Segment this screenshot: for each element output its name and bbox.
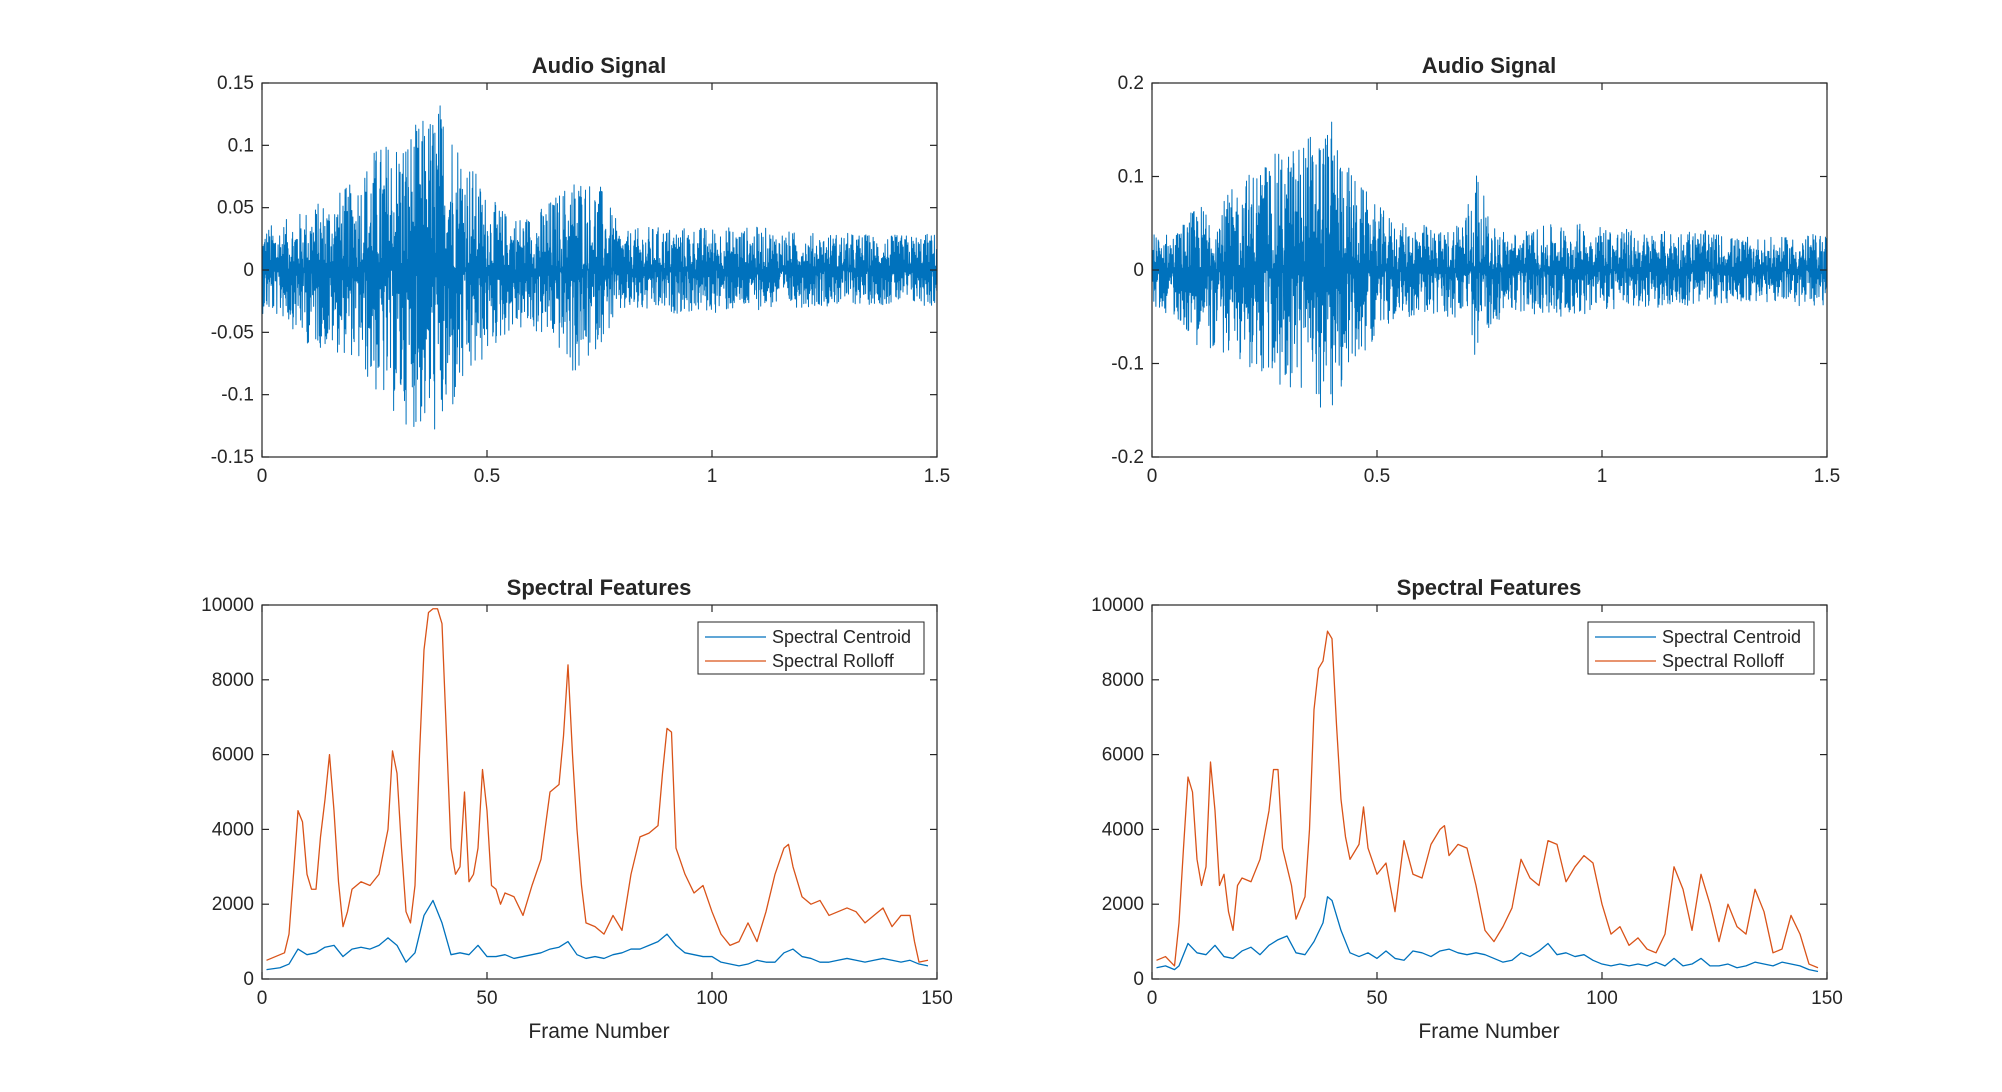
y-tick-label: 10000	[1091, 595, 1144, 616]
x-axis-label: Frame Number	[528, 1020, 669, 1043]
plot-area	[262, 105, 937, 430]
x-tick-label: 100	[1586, 988, 1618, 1009]
plot-area	[266, 608, 929, 971]
legend: Spectral Centroid Spectral Rolloff	[697, 621, 925, 675]
y-tick-label: 4000	[1102, 819, 1144, 840]
y-tick-label: 0.1	[228, 135, 254, 156]
x-tick-label: 1	[707, 466, 718, 487]
legend-box	[697, 621, 925, 675]
y-tick-label: 0.15	[217, 73, 254, 94]
y-tick-label: -0.05	[211, 322, 254, 343]
x-tick-label: 50	[1366, 988, 1387, 1009]
y-tick-label: -0.2	[1111, 447, 1144, 468]
x-axis-label: Frame Number	[1418, 1020, 1559, 1043]
chart-title: Spectral Features	[507, 575, 692, 600]
series-line-spectral-rolloff	[266, 608, 929, 963]
y-tick-label: 4000	[212, 819, 254, 840]
y-tick-label: 8000	[1102, 670, 1144, 691]
y-tick-label: -0.1	[1111, 354, 1144, 375]
legend: Spectral Centroid Spectral Rolloff	[1587, 621, 1815, 675]
series-line-spectral-rolloff	[1156, 630, 1819, 969]
series-line-signal	[1152, 121, 1827, 408]
spectral-features-chart-2: Spectral Features Frame Number 0 50 100 150…	[1091, 575, 1843, 1043]
y-tick-label: 0.1	[1118, 167, 1144, 188]
series-line-spectral-centroid	[1156, 896, 1819, 973]
x-tick-label: 150	[1811, 988, 1843, 1009]
x-tick-label: 0	[257, 466, 268, 487]
y-tick-label: 10000	[201, 595, 254, 616]
y-tick-label: 0	[1133, 969, 1144, 990]
y-tick-label: 2000	[1102, 894, 1144, 915]
x-tick-label: 0	[257, 988, 268, 1009]
y-tick-label: 6000	[212, 745, 254, 766]
y-tick-label: -0.15	[211, 447, 254, 468]
x-tick-label: 1.5	[924, 466, 950, 487]
legend-label: Spectral Rolloff	[1662, 651, 1785, 671]
plot-area	[1156, 630, 1819, 973]
x-tick-label: 100	[696, 988, 728, 1009]
chart-title: Spectral Features	[1397, 575, 1582, 600]
x-tick-label: 0.5	[474, 466, 500, 487]
x-tick-label: 150	[921, 988, 953, 1009]
x-tick-label: 0	[1147, 988, 1158, 1009]
axes-box	[261, 604, 938, 980]
audio-signal-chart-1: Audio Signal 0 0.5 1 1.5 -0.15 -0.1 -0.05 0 0.05…	[211, 53, 951, 487]
y-tick-label: 0	[1133, 260, 1144, 281]
y-tick-label: 8000	[212, 670, 254, 691]
axes-box	[1151, 604, 1828, 980]
y-tick-label: 0	[243, 969, 254, 990]
legend-label: Spectral Centroid	[1662, 627, 1801, 647]
x-tick-label: 0.5	[1364, 466, 1390, 487]
y-tick-label: -0.1	[221, 385, 254, 406]
y-tick-label: 0.05	[217, 198, 254, 219]
audio-signal-chart-2: Audio Signal 0 0.5 1 1.5 -0.2 -0.1 0 0.1 0.2	[1111, 53, 1840, 487]
y-tick-label: 2000	[212, 894, 254, 915]
chart-title: Audio Signal	[1422, 53, 1556, 78]
legend-label: Spectral Centroid	[772, 627, 911, 647]
series-line-signal	[262, 105, 937, 430]
y-tick-label: 0	[243, 260, 254, 281]
legend-label: Spectral Rolloff	[772, 651, 895, 671]
x-tick-label: 1	[1597, 466, 1608, 487]
series-line-spectral-centroid	[266, 899, 929, 971]
spectral-features-chart-1: Spectral Features Frame Number 0 50 100 150…	[201, 575, 953, 1043]
x-tick-label: 0	[1147, 466, 1158, 487]
chart-title: Audio Signal	[532, 53, 666, 78]
x-tick-label: 1.5	[1814, 466, 1840, 487]
x-tick-label: 50	[476, 988, 497, 1009]
y-tick-label: 6000	[1102, 745, 1144, 766]
plot-area	[1152, 121, 1827, 408]
y-tick-label: 0.2	[1118, 73, 1144, 94]
legend-box	[1587, 621, 1815, 675]
